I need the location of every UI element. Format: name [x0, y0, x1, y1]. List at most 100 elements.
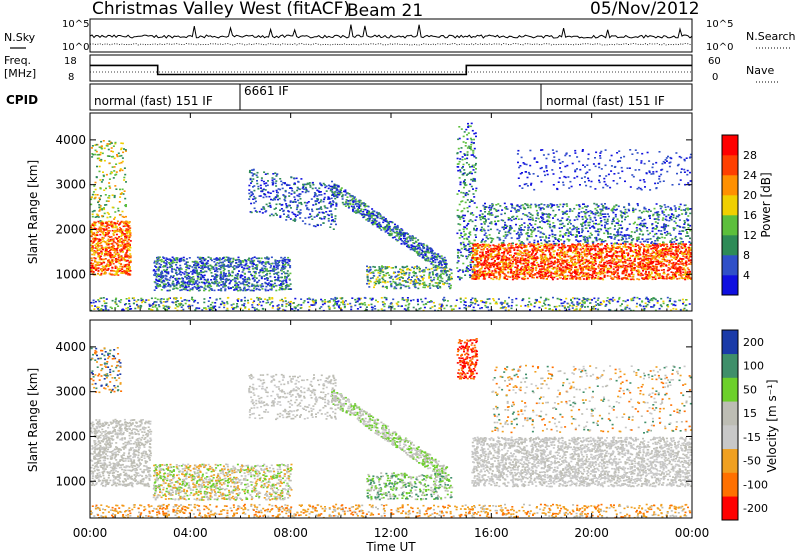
data-point [124, 259, 127, 262]
data-point [391, 228, 394, 231]
data-point [119, 251, 122, 253]
data-point [119, 193, 122, 195]
data-point [188, 289, 191, 292]
data-point [97, 244, 99, 246]
data-point [187, 275, 190, 278]
data-point [414, 266, 417, 268]
data-point [113, 157, 116, 160]
data-point [234, 282, 237, 284]
data-point [224, 289, 227, 292]
data-point [463, 220, 465, 222]
data-point [536, 251, 539, 254]
data-point [158, 278, 161, 281]
data-point [682, 267, 685, 269]
data-point [286, 272, 289, 275]
data-point [335, 189, 338, 192]
data-point [319, 217, 321, 219]
data-point [198, 273, 201, 276]
data-point [294, 219, 297, 221]
data-point [92, 267, 95, 269]
data-point [432, 264, 435, 266]
data-point [393, 286, 396, 288]
data-point [367, 271, 370, 273]
data-point [98, 206, 101, 209]
data-point [251, 283, 254, 286]
data-point [282, 210, 285, 213]
data-point [333, 184, 336, 186]
data-point [227, 261, 230, 263]
data-point [462, 163, 465, 166]
data-point [258, 272, 261, 274]
data-point [463, 153, 466, 155]
data-point [290, 193, 293, 195]
data-point [470, 247, 473, 250]
data-point [371, 277, 374, 279]
data-point [110, 236, 113, 238]
data-point [96, 157, 99, 160]
data-point [443, 259, 446, 261]
data-point [97, 153, 100, 156]
data-point [337, 185, 340, 188]
data-point [118, 162, 121, 165]
cpid-segment-3: normal (fast) 151 IF [546, 94, 665, 108]
data-point [184, 270, 187, 273]
data-point [281, 187, 284, 190]
data-point [91, 147, 93, 149]
data-point [154, 281, 157, 284]
data-point [334, 191, 337, 193]
data-point [283, 195, 286, 197]
data-point [118, 249, 121, 251]
data-point [115, 273, 118, 275]
data-point [259, 195, 262, 197]
data-point [160, 260, 163, 263]
data-point [402, 277, 404, 279]
data-point [252, 284, 255, 287]
data-point [99, 239, 102, 242]
data-point [296, 189, 299, 192]
data-point [419, 275, 422, 277]
data-point [422, 244, 425, 246]
data-point [369, 266, 372, 269]
data-point [112, 247, 115, 250]
data-point [485, 251, 488, 253]
data-point [260, 179, 263, 182]
data-point [344, 205, 347, 207]
data-point [422, 246, 425, 248]
data-point [168, 289, 171, 292]
data-point [126, 254, 129, 257]
data-point [440, 264, 443, 266]
data-point [219, 275, 222, 277]
data-point [117, 210, 120, 212]
data-point [107, 252, 110, 255]
data-point [285, 276, 288, 278]
data-point [284, 195, 287, 198]
data-point [440, 266, 443, 269]
data-point [105, 269, 108, 271]
data-point [202, 271, 205, 273]
data-point [225, 284, 227, 287]
data-point [282, 262, 284, 265]
data-point [421, 249, 424, 252]
data-point [464, 193, 467, 195]
data-point [515, 260, 518, 263]
data-point [239, 282, 242, 285]
data-point [94, 238, 97, 240]
data-point [418, 246, 421, 249]
data-point [274, 182, 277, 185]
data-point [249, 178, 252, 181]
data-point [441, 272, 444, 275]
data-point [468, 248, 471, 250]
data-point [207, 265, 210, 267]
data-point [672, 256, 675, 258]
data-point [429, 287, 432, 289]
data-point [175, 258, 178, 260]
data-point [689, 247, 692, 249]
data-point [111, 267, 114, 269]
data-point [393, 236, 396, 238]
data-point [168, 262, 171, 264]
data-point [348, 205, 350, 208]
data-point [200, 262, 203, 265]
data-point [200, 271, 203, 274]
data-point [234, 274, 237, 276]
data-point [474, 234, 477, 236]
